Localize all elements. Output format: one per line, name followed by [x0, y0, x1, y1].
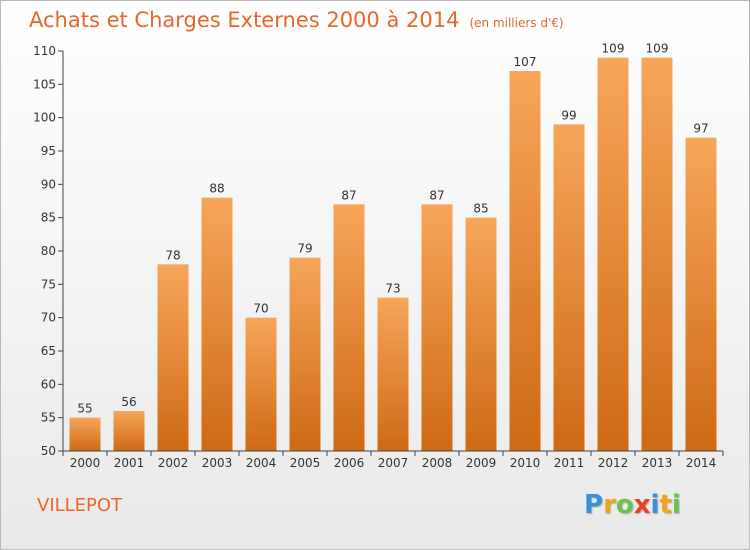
logo-letter: o: [615, 490, 634, 520]
bar-value-label: 79: [297, 242, 312, 256]
y-tick-label: 110: [33, 44, 56, 58]
y-axis: 50 55 60 65 70 75 80 85 90 95 100 105 110: [33, 44, 64, 458]
y-tick-label: 95: [41, 144, 56, 158]
x-tick-label: 2013: [642, 456, 673, 470]
bar: [465, 217, 497, 451]
bar-value-label: 87: [341, 188, 356, 202]
bar-value-label: 107: [514, 55, 537, 69]
bar: [685, 137, 717, 451]
bar: [201, 197, 233, 451]
bar-value-label: 73: [385, 282, 400, 296]
bar: [553, 124, 585, 451]
bar-value-label: 109: [646, 42, 669, 56]
y-tick-label: 80: [41, 244, 56, 258]
x-tick-label: 2000: [70, 456, 101, 470]
y-tick-label: 75: [41, 277, 56, 291]
bar: [377, 297, 409, 451]
x-axis: 2000 2001 2002 2003 2004 2005 2006 2007 2008 2009…: [62, 450, 724, 470]
chart-title: Achats et Charges Externes 2000 à 2014 (e…: [29, 8, 564, 32]
bar-value-label: 109: [602, 42, 625, 56]
x-tick-label: 2008: [422, 456, 453, 470]
bar: [333, 204, 365, 451]
y-tick-label: 105: [33, 77, 56, 91]
y-tick-label: 55: [41, 411, 56, 425]
bar: [289, 257, 321, 451]
x-tick-label: 2001: [114, 456, 145, 470]
logo-letter: x: [633, 490, 651, 520]
y-tick-label: 50: [41, 444, 56, 458]
x-tick-label: 2006: [334, 456, 365, 470]
x-tick-label: 2002: [158, 456, 189, 470]
x-tick-label: 2009: [466, 456, 497, 470]
bar-value-label: 88: [209, 182, 224, 196]
bar-value-label: 70: [253, 302, 268, 316]
proxiti-logo: Proxiti: [584, 490, 681, 520]
bar: [69, 417, 101, 451]
bar-value-label: 97: [693, 122, 708, 136]
bar: [113, 411, 145, 451]
y-tick-label: 60: [41, 377, 56, 391]
logo-letter: P: [584, 490, 604, 520]
logo-letter: t: [659, 490, 672, 520]
bar: [509, 71, 541, 451]
x-tick-label: 2004: [246, 456, 277, 470]
y-tick-label: 70: [41, 311, 56, 325]
y-tick-label: 100: [33, 111, 56, 125]
bar-value-label: 55: [77, 402, 92, 416]
bar: [641, 57, 673, 452]
logo-letter: i: [671, 490, 681, 520]
bar: [421, 204, 453, 451]
logo-letter: i: [650, 490, 660, 520]
x-tick-label: 2005: [290, 456, 321, 470]
place-name: VILLEPOT: [37, 495, 123, 516]
y-tick-label: 85: [41, 211, 56, 225]
bar: [245, 317, 277, 451]
y-tick-label: 65: [41, 344, 56, 358]
x-tick-label: 2014: [686, 456, 717, 470]
bars: 55 56 78 88 70 79 87 73 87 85 107 99 109 109 97: [69, 42, 717, 452]
x-tick-label: 2011: [554, 456, 585, 470]
x-tick-label: 2010: [510, 456, 541, 470]
bar: [157, 264, 189, 451]
bar-chart: 50 55 60 65 70 75 80 85 90 95 100 105 110 55 56 78 88 70…: [33, 42, 724, 470]
bar-value-label: 56: [121, 395, 136, 409]
title-text: Achats et Charges Externes 2000 à 2014: [29, 8, 460, 32]
x-tick-label: 2012: [598, 456, 629, 470]
x-tick-label: 2003: [202, 456, 233, 470]
bar-value-label: 85: [473, 202, 488, 216]
y-tick-label: 90: [41, 177, 56, 191]
bar-value-label: 78: [165, 248, 180, 262]
bar-value-label: 87: [429, 188, 444, 202]
x-tick-label: 2007: [378, 456, 409, 470]
bar-value-label: 99: [561, 108, 576, 122]
bar: [597, 57, 629, 452]
logo-letter: r: [603, 490, 616, 520]
unit-note: (en milliers d'€): [469, 16, 564, 30]
